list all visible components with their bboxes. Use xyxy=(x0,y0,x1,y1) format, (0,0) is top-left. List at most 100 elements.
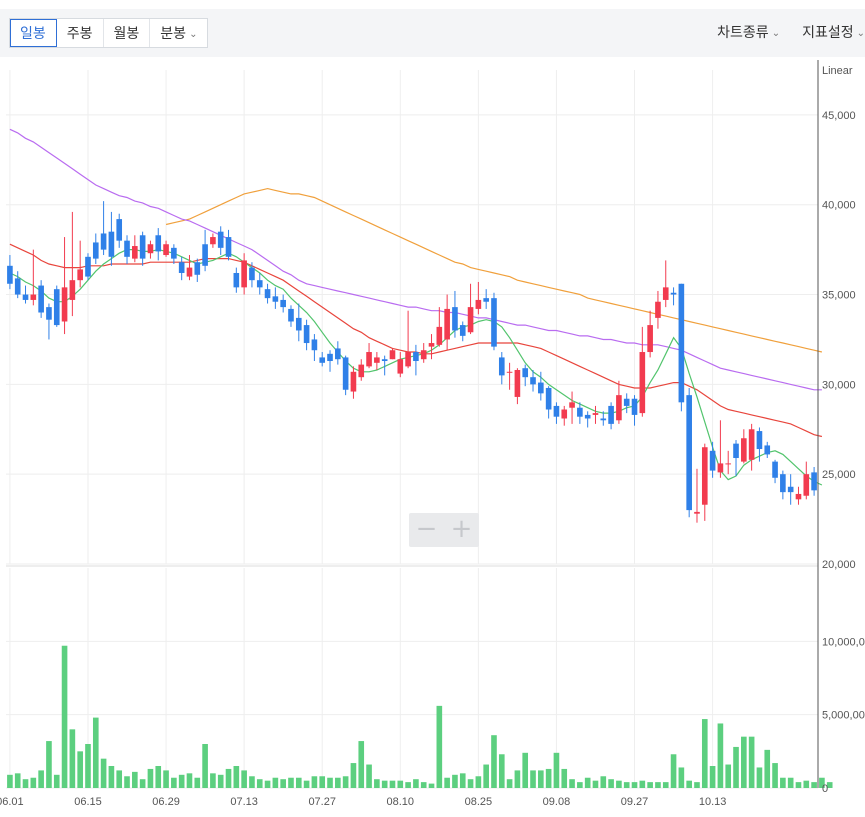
candle xyxy=(467,283,474,335)
tab-daily[interactable]: 일봉 xyxy=(10,19,57,47)
candle-body xyxy=(327,353,333,362)
tab-weekly[interactable]: 주봉 xyxy=(57,19,104,47)
candle xyxy=(553,402,560,424)
volume-bars xyxy=(7,645,833,788)
volume-bar xyxy=(756,767,763,788)
candle xyxy=(725,450,732,475)
candle-body xyxy=(686,395,692,511)
candle-body xyxy=(38,285,44,313)
candle-body xyxy=(522,368,529,378)
zoom-out-button[interactable]: − xyxy=(415,514,438,544)
candle-body xyxy=(561,409,568,419)
volume-bar xyxy=(108,766,115,788)
chart-type-dropdown[interactable]: 차트종류 ⌄ xyxy=(717,18,780,46)
volume-bar xyxy=(366,764,372,788)
candle xyxy=(389,348,396,360)
stock-chart[interactable]: Linear 45,000 40,000 35,000 30,000 25,000 20,0… xyxy=(0,60,865,817)
candle xyxy=(139,231,146,266)
candle-body xyxy=(163,244,169,256)
volume-bar xyxy=(514,770,521,788)
volume-bar xyxy=(733,746,739,788)
candle xyxy=(241,253,247,295)
volume-bar xyxy=(124,776,130,788)
volume-bar xyxy=(288,777,294,788)
tab-minute[interactable]: 분봉 ⌄ xyxy=(150,19,207,47)
candle xyxy=(686,387,692,518)
candle xyxy=(748,423,755,471)
tab-monthly[interactable]: 월봉 xyxy=(104,19,151,47)
zoom-in-button[interactable]: + xyxy=(450,514,473,544)
candle-body xyxy=(741,438,747,462)
volume-bar xyxy=(225,768,232,788)
candle-body xyxy=(577,407,583,417)
x-tick-label: 06.01 xyxy=(0,796,24,808)
indicator-settings-label: 지표설정 xyxy=(802,24,854,40)
candle-body xyxy=(733,443,739,459)
candle xyxy=(678,283,685,412)
candle-body xyxy=(397,359,404,374)
candle xyxy=(530,369,536,392)
candle xyxy=(538,371,544,401)
candle xyxy=(584,411,591,428)
volume-bar xyxy=(233,766,240,788)
candle xyxy=(561,405,568,426)
volume-bar xyxy=(584,777,591,788)
candle-body xyxy=(389,350,396,360)
volume-bar xyxy=(139,779,146,788)
volume-bar xyxy=(327,777,333,788)
candle-body xyxy=(592,413,599,415)
candle-body xyxy=(217,231,224,248)
candle-body xyxy=(69,280,76,300)
volume-y-tick-label: 5,000,000 xyxy=(822,710,865,722)
candle xyxy=(780,470,786,500)
candle xyxy=(147,240,154,259)
candle xyxy=(631,395,638,426)
candle xyxy=(491,292,497,351)
ma60-line xyxy=(9,128,822,391)
candle xyxy=(623,393,630,414)
candle xyxy=(295,303,302,342)
chart-type-label: 차트종류 xyxy=(717,24,769,40)
volume-bar xyxy=(342,776,349,788)
candle xyxy=(256,272,263,295)
candle-body xyxy=(694,511,700,514)
candle-body xyxy=(92,242,99,259)
candlestick-series xyxy=(7,201,817,523)
volume-bar xyxy=(210,773,216,788)
volume-bar xyxy=(608,779,614,788)
candle xyxy=(741,429,747,464)
chevron-down-icon: ⌄ xyxy=(856,28,865,39)
candle-body xyxy=(85,256,91,277)
candle xyxy=(397,352,404,378)
candle-body xyxy=(655,301,661,318)
candle-body xyxy=(725,463,732,465)
candle xyxy=(452,290,458,338)
candle xyxy=(233,267,240,293)
candle-body xyxy=(491,298,497,347)
candle-body xyxy=(288,308,294,322)
indicator-settings-dropdown[interactable]: 지표설정 ⌄ xyxy=(802,18,865,46)
volume-bar xyxy=(147,768,154,788)
volume-y-tick-label: 0 xyxy=(822,783,828,795)
volume-bar xyxy=(725,764,732,788)
candle xyxy=(53,285,60,327)
candle xyxy=(288,305,294,327)
candle-body xyxy=(7,265,13,284)
x-tick-label: 09.08 xyxy=(543,796,571,808)
candle-body xyxy=(30,294,37,300)
volume-bar xyxy=(444,777,450,788)
candle xyxy=(77,240,83,288)
volume-bar xyxy=(639,780,646,788)
x-tick-label: 07.13 xyxy=(230,796,258,808)
volume-bar xyxy=(475,776,482,788)
candle-body xyxy=(139,235,146,259)
candle-body xyxy=(311,339,318,351)
candle-body xyxy=(210,237,216,245)
candle xyxy=(319,352,326,367)
volume-bar xyxy=(506,779,513,788)
volume-bar xyxy=(319,776,326,788)
candle xyxy=(186,255,193,281)
candle-body xyxy=(194,262,201,275)
volume-bar xyxy=(545,768,552,788)
candle-body xyxy=(22,294,29,300)
